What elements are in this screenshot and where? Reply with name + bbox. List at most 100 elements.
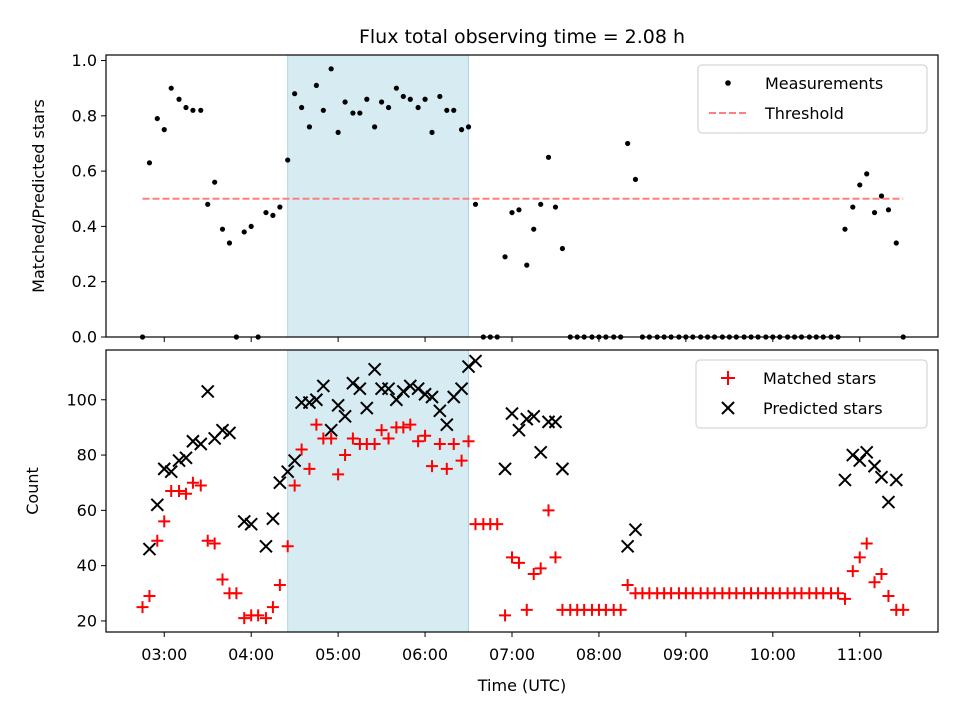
x-tick-label: 03:00 [141, 645, 187, 664]
measurement-point [552, 204, 559, 210]
x-tick-label: 05:00 [315, 645, 361, 664]
measurement-point [444, 107, 450, 113]
measurement-point [502, 254, 508, 260]
predicted-star-point [244, 517, 258, 531]
legend-matched-marker [721, 371, 735, 385]
ratio-y-tick-label: 0.6 [72, 162, 97, 181]
predicted-star-point [881, 495, 896, 509]
matched-star-point [158, 515, 171, 528]
measurement-point [516, 207, 522, 213]
matched-star-point [512, 556, 525, 569]
measurement-point [168, 85, 174, 91]
measurement-point [407, 96, 413, 102]
predicted-star-point [331, 398, 345, 413]
predicted-star-point [425, 390, 439, 404]
matched-star-point [838, 592, 851, 605]
measurement-point [885, 207, 892, 213]
predicted-star-point [259, 539, 273, 554]
matched-star-point [426, 460, 439, 473]
measurement-point [277, 204, 283, 210]
predicted-star-point [418, 387, 432, 401]
predicted-star-point [179, 451, 193, 465]
measurement-point [328, 66, 334, 72]
predicted-star-point [324, 423, 338, 437]
predicted-star-point [215, 423, 230, 437]
measurement-point [864, 171, 870, 177]
measurement-point [458, 127, 465, 133]
ratio-legend: Measurements Threshold [697, 64, 928, 134]
measurement-point [415, 104, 421, 111]
predicted-star-point [287, 453, 302, 468]
predicted-star-point [533, 445, 548, 460]
count-y-tick-label: 60 [77, 501, 97, 520]
measurement-point [248, 223, 254, 230]
predicted-star-point [273, 475, 287, 490]
count-y-tick-label: 40 [77, 556, 97, 575]
predicted-star-point [527, 409, 541, 424]
measurement-point [451, 107, 457, 113]
predicted-star-point [520, 412, 534, 426]
measurement-point [263, 209, 269, 216]
measurement-point [285, 157, 291, 163]
measurement-point [625, 140, 631, 147]
predicted-star-point [838, 473, 852, 487]
matched-star-point [412, 435, 425, 448]
predicted-star-point [360, 401, 374, 415]
matched-star-point [534, 562, 547, 575]
matched-star-point [332, 468, 345, 481]
measurement-point [183, 104, 189, 111]
matched-star-point [404, 418, 417, 431]
measurement-point [378, 99, 385, 105]
measurement-point [212, 179, 218, 185]
count-y-axis-label: Count [23, 467, 42, 515]
matched-star-point [368, 438, 381, 450]
measurement-point [878, 193, 885, 199]
predicted-star-point [461, 359, 476, 374]
predicted-star-point [266, 511, 280, 526]
matched-star-point [382, 432, 395, 445]
predicted-star-point [164, 464, 178, 479]
matched-star-point [151, 534, 164, 547]
predicted-star-point [440, 417, 454, 432]
matched-star-point [455, 454, 468, 467]
predicted-star-point [628, 522, 643, 537]
measurement-point [545, 154, 552, 160]
measurement-point [422, 96, 428, 102]
measurement-point [385, 104, 392, 111]
matched-star-point [853, 551, 866, 564]
measurement-point [364, 96, 370, 102]
matched-star-point [295, 443, 308, 456]
count-legend-box [695, 359, 928, 429]
matched-star-point [259, 612, 272, 625]
matched-star-point [273, 579, 286, 591]
predicted-star-point [150, 498, 165, 512]
measurement-point [472, 201, 479, 207]
measurement-point [437, 93, 443, 100]
ratio-panel: 0.0 0.2 0.4 0.6 0.8 1.0 Matched/Predicted sta… [29, 51, 939, 347]
x-tick-label: 07:00 [489, 645, 535, 664]
matched-star-point [440, 462, 453, 475]
ratio-y-axis: 0.0 0.2 0.4 0.6 0.8 1.0 [72, 51, 106, 347]
ratio-y-tick-label: 0.4 [72, 217, 97, 236]
predicted-star-point [454, 381, 469, 396]
count-points [136, 354, 910, 625]
matched-star-point [288, 479, 301, 492]
matched-star-point [143, 590, 156, 603]
predicted-star-point [411, 381, 425, 396]
predicted-star-point [433, 404, 447, 418]
predicted-star-point [201, 384, 215, 399]
measurement-point [241, 229, 247, 235]
matched-star-point [397, 421, 410, 434]
ratio-y-tick-label: 0.2 [72, 272, 97, 291]
ratio-panel-frame [105, 54, 939, 338]
predicted-star-point [237, 514, 251, 529]
x-tick-label: 06:00 [402, 645, 448, 664]
count-panel-frame [105, 349, 939, 633]
matched-star-point [614, 603, 627, 616]
measurement-point [205, 201, 211, 207]
measurement-point [299, 104, 305, 111]
matched-star-point [303, 462, 316, 475]
predicted-star-point [338, 409, 352, 424]
x-tick-label: 10:00 [750, 645, 796, 664]
matched-star-point [194, 479, 207, 492]
